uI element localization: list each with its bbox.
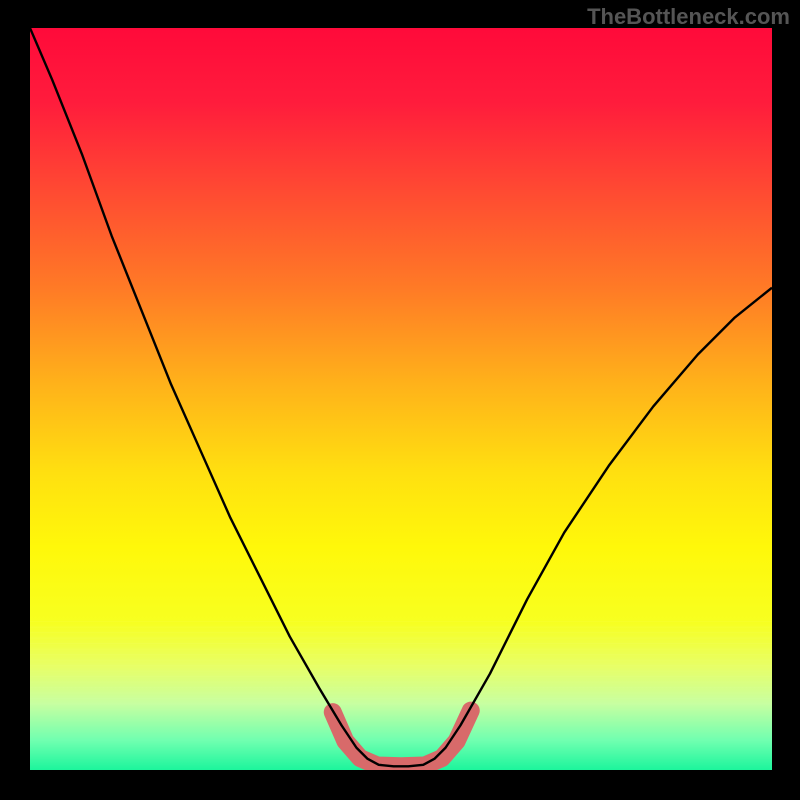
gradient-background: [30, 28, 772, 770]
attribution-text: TheBottleneck.com: [587, 4, 790, 30]
chart-container: TheBottleneck.com: [0, 0, 800, 800]
plot-area: [30, 28, 772, 770]
